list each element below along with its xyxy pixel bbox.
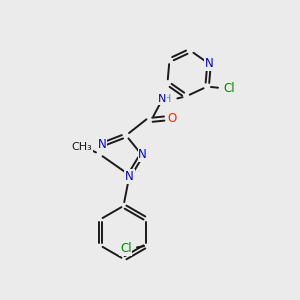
Text: Cl: Cl [120, 242, 132, 255]
Text: N: N [158, 94, 166, 104]
Text: CH₃: CH₃ [71, 142, 92, 152]
Text: N: N [125, 170, 134, 183]
Text: H: H [163, 94, 171, 104]
Text: Cl: Cl [224, 82, 235, 94]
Text: N: N [138, 148, 147, 161]
Text: N: N [98, 138, 106, 151]
Text: O: O [168, 112, 177, 125]
Text: N: N [205, 57, 214, 70]
